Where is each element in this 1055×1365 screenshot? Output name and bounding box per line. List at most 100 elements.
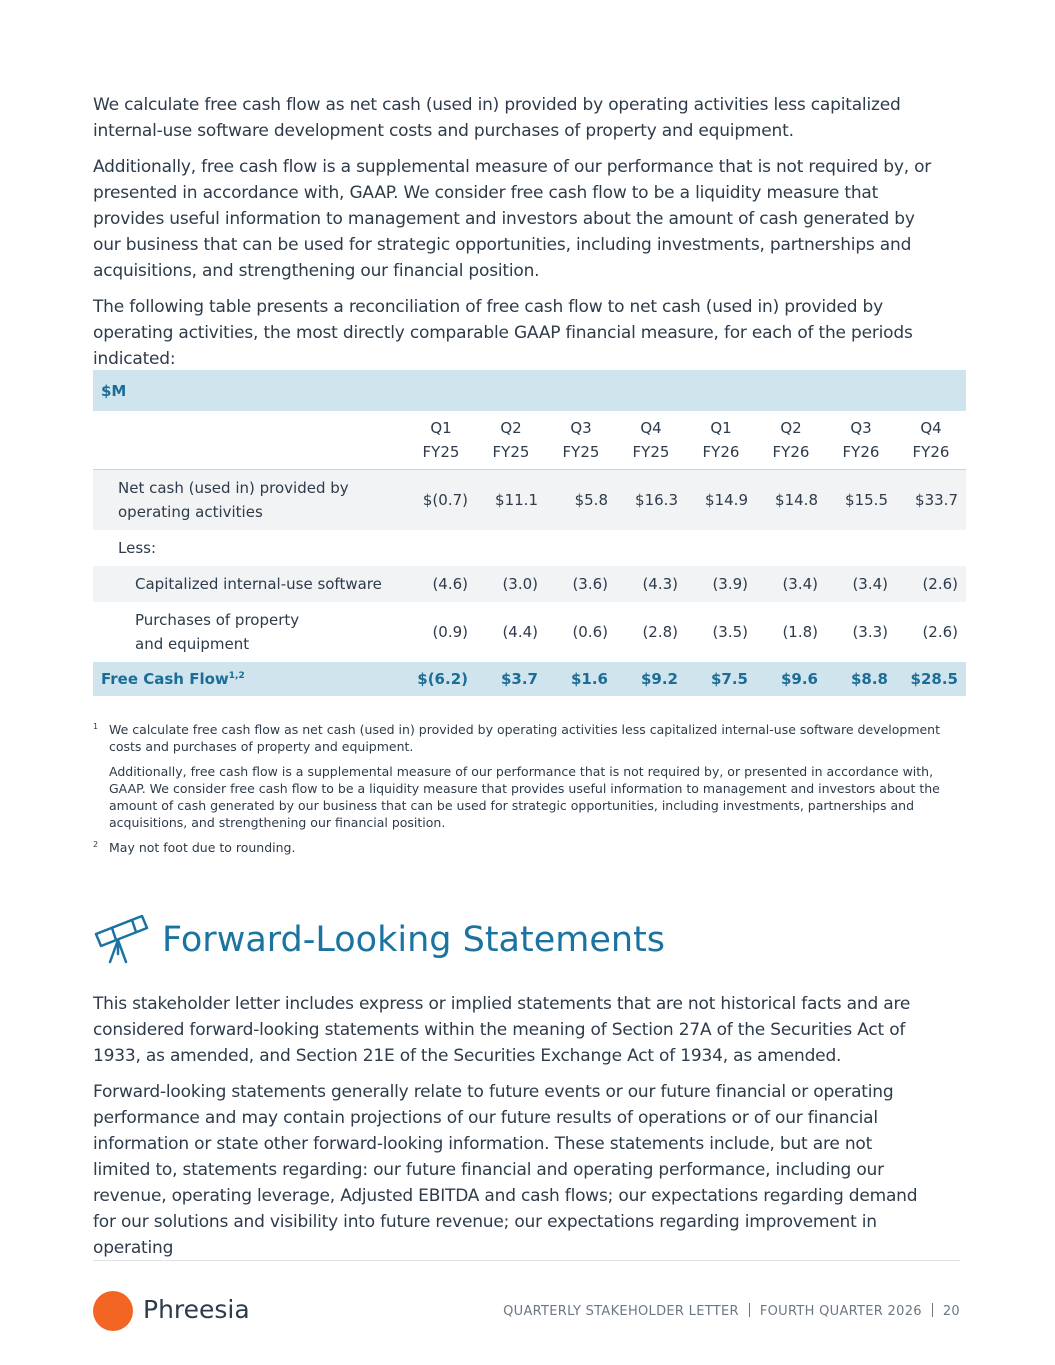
row-label: Purchases of property and equipment bbox=[135, 611, 300, 653]
logo-mark bbox=[93, 1291, 133, 1331]
column-header: Q1 FY26 bbox=[686, 411, 756, 470]
total-value: $1.6 bbox=[546, 662, 616, 696]
letter-name: QUARTERLY STAKEHOLDER LETTER bbox=[503, 1304, 739, 1319]
total-label: Free Cash Flow1,2 bbox=[93, 662, 406, 696]
cell-value: (4.6) bbox=[406, 566, 476, 602]
column-header-line: FY25 bbox=[422, 443, 460, 461]
cell-value: (3.3) bbox=[852, 623, 888, 641]
brand: Phreesia bbox=[143, 1295, 250, 1324]
cell-value: $(0.7) bbox=[406, 469, 476, 530]
header-row: Q1 FY25 Q2 FY25 Q3 FY25 Q4 FY25 Q1 FY26 Q2 FY26 Q3 FY… bbox=[93, 411, 966, 470]
column-header: Q2 FY26 bbox=[756, 411, 826, 470]
total-value: $9.6 bbox=[756, 662, 826, 696]
cell-value: (0.9) bbox=[432, 623, 468, 641]
cell-value: $11.1 bbox=[476, 469, 546, 530]
cell-value: (0.6) bbox=[572, 623, 608, 641]
separator bbox=[931, 1303, 933, 1317]
cell-value: $16.3 bbox=[616, 469, 686, 530]
total-value: $3.7 bbox=[476, 662, 546, 696]
section-body: This stakeholder letter includes express… bbox=[93, 991, 933, 1271]
section-title: Forward-Looking Statements bbox=[162, 920, 666, 960]
cell-value: (4.4) bbox=[502, 623, 538, 641]
row-label: Net cash (used in) provided by operating… bbox=[93, 469, 406, 530]
footnote: 1 We calculate free cash flow as net cash… bbox=[93, 721, 953, 831]
footer-info: QUARTERLY STAKEHOLDER LETTER FOURTH QUART… bbox=[503, 1303, 960, 1319]
column-header-line: Q3 bbox=[570, 419, 592, 437]
page-number: 20 bbox=[942, 1304, 960, 1319]
column-header: Q3 FY25 bbox=[546, 411, 616, 470]
column-header-line: Q1 bbox=[430, 419, 452, 437]
telescope-icon bbox=[94, 914, 149, 964]
footnote-marker: 1 bbox=[93, 722, 99, 731]
table-row: Capitalized internal-use software (4.6) (3… bbox=[93, 566, 966, 602]
column-header-line: Q4 bbox=[640, 419, 662, 437]
cell-value: (3.0) bbox=[476, 566, 546, 602]
cell-value: $5.8 bbox=[546, 469, 616, 530]
total-value: $(6.2) bbox=[406, 662, 476, 696]
column-header: Q2 FY25 bbox=[476, 411, 546, 470]
total-row: Free Cash Flow1,2 $(6.2) $3.7 $1.6 $9.2 $7.5 $… bbox=[93, 662, 966, 696]
cell-value: (3.4) bbox=[756, 566, 826, 602]
table-row: Net cash (used in) provided by operating… bbox=[93, 469, 966, 530]
column-header-line: Q1 bbox=[710, 419, 732, 437]
column-header: Q4 FY25 bbox=[616, 411, 686, 470]
footnote: 2 May not foot due to rounding. bbox=[93, 839, 953, 856]
column-header-line: Q2 bbox=[500, 419, 522, 437]
footnote-text: We calculate free cash flow as net cash … bbox=[109, 722, 941, 754]
column-header-line: Q3 bbox=[850, 419, 872, 437]
footnote-text: Additionally, free cash flow is a supple… bbox=[109, 764, 940, 830]
paragraph: Additionally, free cash flow is a supple… bbox=[93, 157, 932, 281]
table-row: Purchases of property and equipment (0.9)… bbox=[93, 602, 966, 662]
quarter: FOURTH QUARTER 2026 bbox=[759, 1304, 922, 1319]
cell-value: $14.9 bbox=[686, 469, 756, 530]
footnote-text: May not foot due to rounding. bbox=[109, 840, 296, 855]
column-header-line: FY26 bbox=[702, 443, 740, 461]
table-row: Less: bbox=[93, 530, 966, 566]
footer-rule bbox=[93, 1260, 960, 1261]
cell-value: (3.4) bbox=[826, 566, 896, 602]
unit-row: $M bbox=[93, 370, 966, 411]
unit-label: $M bbox=[93, 370, 966, 411]
paragraph: We calculate free cash flow as net cash … bbox=[93, 95, 901, 141]
separator bbox=[748, 1303, 750, 1317]
column-header: Q4 FY26 bbox=[896, 411, 966, 470]
cell-value: (4.3) bbox=[616, 566, 686, 602]
total-value: $7.5 bbox=[686, 662, 756, 696]
footnote-ref: 1,2 bbox=[228, 671, 245, 681]
cell-value: (1.8) bbox=[782, 623, 818, 641]
column-header-line: FY26 bbox=[912, 443, 950, 461]
paragraph: Forward-looking statements generally rel… bbox=[93, 1082, 918, 1258]
column-header-line: FY26 bbox=[772, 443, 810, 461]
cell-value: (2.6) bbox=[922, 623, 958, 641]
row-label: Capitalized internal-use software bbox=[93, 566, 406, 602]
total-value: $8.8 bbox=[826, 662, 896, 696]
cell-value: (3.6) bbox=[546, 566, 616, 602]
row-label: Less: bbox=[118, 539, 157, 557]
paragraph: The following table presents a reconcili… bbox=[93, 297, 913, 369]
paragraph: This stakeholder letter includes express… bbox=[93, 994, 911, 1066]
column-header: Q1 FY25 bbox=[406, 411, 476, 470]
total-label-text: Free Cash Flow bbox=[101, 670, 229, 688]
intro: We calculate free cash flow as net cash … bbox=[93, 92, 938, 382]
column-header-line: FY25 bbox=[632, 443, 670, 461]
column-header-line: Q4 bbox=[920, 419, 942, 437]
column-header-line: Q2 bbox=[780, 419, 802, 437]
column-header-line: FY25 bbox=[562, 443, 600, 461]
reconciliation-table: $M Q1 FY25 Q2 FY25 Q3 FY25 Q4 FY25 Q1 FY26 Q2 FY26 Q3… bbox=[93, 370, 966, 696]
cell-value: (2.8) bbox=[642, 623, 678, 641]
total-value: $28.5 bbox=[896, 662, 966, 696]
column-header-line: FY25 bbox=[492, 443, 530, 461]
cell-value: $33.7 bbox=[896, 469, 966, 530]
cell-value: $15.5 bbox=[826, 469, 896, 530]
cell-value: (3.9) bbox=[686, 566, 756, 602]
column-header-line: FY26 bbox=[842, 443, 880, 461]
footnote-marker: 2 bbox=[93, 840, 99, 849]
column-header: Q3 FY26 bbox=[826, 411, 896, 470]
cell-value: (3.5) bbox=[712, 623, 748, 641]
total-value: $9.2 bbox=[616, 662, 686, 696]
cell-value: $14.8 bbox=[756, 469, 826, 530]
header-blank bbox=[93, 411, 406, 470]
cell-value: (2.6) bbox=[896, 566, 966, 602]
